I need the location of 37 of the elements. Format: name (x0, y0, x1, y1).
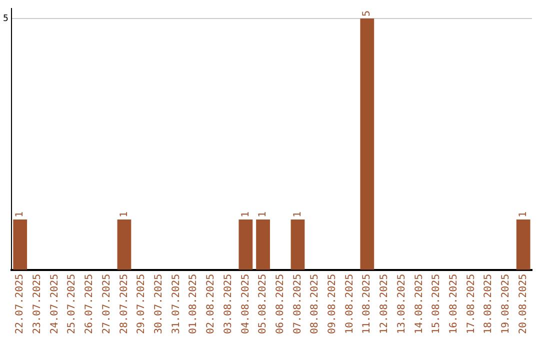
x-tick-label: 29.07.2025 (136, 274, 148, 334)
x-tick-label: 28.07.2025 (118, 274, 130, 334)
data-label: 1 (258, 211, 269, 218)
x-tick-label: 23.07.2025 (32, 274, 44, 334)
x-tick-label: 10.08.2025 (344, 274, 356, 334)
x-tick-label: 31.07.2025 (170, 274, 182, 334)
x-tick-label: 20.08.2025 (518, 274, 529, 334)
x-tick-label: 14.08.2025 (414, 274, 425, 334)
x-tick-label: 16.08.2025 (448, 274, 460, 334)
x-tick-label: 03.08.2025 (222, 274, 234, 334)
x-tick-label: 17.08.2025 (466, 274, 477, 334)
x-tick-label: 30.07.2025 (154, 274, 165, 334)
data-label: 1 (240, 211, 252, 218)
x-tick-label: 02.08.2025 (206, 274, 217, 334)
x-tick-label: 09.08.2025 (327, 274, 338, 334)
x-tick-label: 07.08.2025 (292, 274, 304, 334)
data-label: 5 (362, 10, 373, 16)
x-tick-label: 27.07.2025 (101, 274, 112, 334)
x-tick-label: 05.08.2025 (258, 274, 269, 334)
x-tick-label: 25.07.2025 (66, 274, 78, 334)
x-tick-label: 18.08.2025 (483, 274, 494, 334)
x-tick-label: 15.08.2025 (431, 274, 442, 334)
x-tick-label: 24.07.2025 (49, 274, 60, 334)
x-tick-label: 06.08.2025 (274, 274, 286, 334)
data-label: 1 (292, 211, 304, 218)
x-tick-label: 01.08.2025 (188, 274, 200, 334)
data-label: 1 (118, 211, 130, 218)
x-tick-label: 13.08.2025 (396, 274, 408, 334)
data-label: 1 (518, 211, 529, 218)
data-label: 1 (14, 211, 26, 218)
x-tick-label: 26.07.2025 (84, 274, 96, 334)
x-tick-label: 19.08.2025 (500, 274, 512, 334)
x-tick-label: 04.08.2025 (240, 274, 252, 334)
x-tick-label: 08.08.2025 (310, 274, 321, 334)
x-tick-label: 12.08.2025 (379, 274, 390, 334)
x-tick-label: 22.07.2025 (14, 274, 26, 334)
x-tick-label: 11.08.2025 (362, 274, 373, 334)
